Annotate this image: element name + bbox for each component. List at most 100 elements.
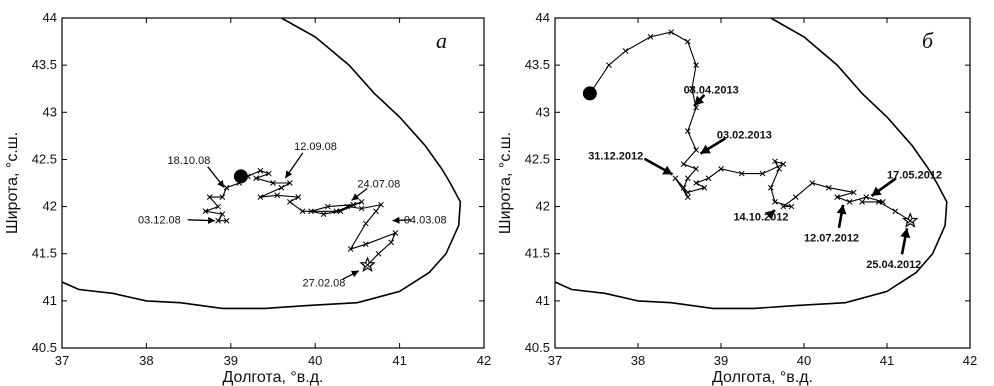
y-tick-label: 43 [43, 104, 57, 119]
trajectory-point [325, 203, 331, 210]
trajectory-point [875, 199, 882, 205]
trajectory-point [287, 180, 293, 186]
trajectory-point [772, 199, 778, 205]
trajectory-point [223, 217, 230, 224]
trajectory-point [672, 175, 679, 182]
trajectory-point [253, 175, 259, 182]
x-tick-label: 40 [797, 353, 811, 368]
trajectory-point [792, 194, 799, 200]
trajectory-point [907, 217, 914, 224]
x-tick-label: 39 [224, 353, 238, 368]
trajectory-point [270, 180, 276, 186]
trajectory-point [215, 217, 221, 224]
x-tick-label: 41 [880, 353, 894, 368]
trajectory-point [684, 38, 691, 45]
trajectory-point [344, 203, 351, 210]
x-axis-label: Долгота, °в.д. [712, 369, 813, 386]
annotation-label: 03.12.08 [138, 215, 181, 227]
y-tick-label: 43.5 [525, 57, 550, 72]
trajectory-point [223, 184, 230, 191]
x-tick-label: 40 [308, 353, 322, 368]
x-tick-label: 41 [392, 353, 406, 368]
trajectory-point [705, 175, 712, 182]
trajectory-point [834, 194, 841, 200]
end-circle-marker [582, 86, 597, 101]
annotation-arrowhead [351, 270, 359, 278]
x-tick-label: 38 [139, 353, 153, 368]
y-tick-label: 43.5 [32, 57, 57, 72]
coastline [62, 18, 462, 310]
trajectory-point [759, 170, 766, 177]
annotation-arrowhead [217, 180, 225, 188]
panel-label: а [436, 28, 447, 53]
trajectory-point [701, 184, 708, 191]
trajectory-point [219, 211, 226, 217]
chart-panel-1: 37 38 39 40 41 42 40.5 41 41.5 42 42.5 43 43.5 44 Долг… [4, 10, 491, 386]
trajectory-point [693, 147, 699, 153]
trajectory-point [693, 166, 699, 172]
annotation-arrowhead [208, 216, 216, 224]
y-tick-label: 44 [43, 10, 57, 25]
y-tick-label: 41 [536, 293, 550, 308]
plot-frame [554, 17, 971, 349]
trajectory-point [776, 166, 782, 172]
chart-panel-2: 37 38 39 40 41 42 40.5 41 41.5 42 42.5 43 43.5 44 Долг… [497, 10, 977, 386]
trajectory-point [215, 203, 221, 210]
trajectory-point [333, 208, 340, 215]
annotation-arrowhead [285, 170, 293, 179]
y-tick-label: 41 [43, 293, 57, 308]
start-star-marker [359, 256, 376, 273]
trajectory-line [589, 31, 911, 222]
trajectory-point [287, 199, 293, 205]
trajectory-point [693, 104, 699, 111]
annotation-label: 24.07.08 [357, 179, 400, 191]
trajectory-point [693, 62, 699, 68]
trajectory-point [718, 166, 724, 172]
trajectory-point [738, 170, 745, 177]
trajectory-point [689, 85, 695, 92]
annotation-arrowhead [836, 204, 847, 215]
y-tick-label: 42.5 [32, 151, 57, 166]
trajectory-point [219, 194, 226, 200]
annotation-label: 12.09.08 [294, 141, 337, 153]
trajectory-point [879, 199, 886, 205]
trajectory-point [350, 201, 357, 208]
panel-label: б [922, 28, 934, 53]
annotation-label: 03.02.2013 [717, 130, 772, 142]
x-tick-label: 38 [631, 353, 645, 368]
trajectory-point [278, 184, 285, 191]
trajectory-point [684, 128, 691, 134]
trajectory-point [364, 262, 371, 268]
y-tick-label: 43 [536, 104, 550, 119]
trajectory-point [680, 161, 687, 167]
trajectory-point [362, 241, 369, 248]
trajectory-point [892, 208, 899, 215]
y-tick-label: 41.5 [525, 246, 550, 261]
trajectory-point [622, 48, 629, 54]
trajectory-point [378, 201, 384, 208]
annotation-label: 17.05.2012 [887, 169, 942, 181]
annotation-label: 14.10.2012 [733, 212, 788, 224]
start-star-marker [901, 212, 919, 228]
x-axis-label: Долгота, °в.д. [223, 369, 324, 386]
trajectory-point [274, 192, 281, 199]
trajectory-point [680, 184, 687, 191]
x-tick-label: 39 [714, 353, 728, 368]
annotation-arrowhead [351, 193, 360, 201]
y-tick-label: 40.5 [32, 340, 57, 355]
y-axis-label: Широта, °с.ш. [4, 132, 21, 234]
trajectory-point [693, 180, 699, 186]
trajectory-point [767, 184, 774, 191]
trajectory-point [373, 208, 379, 215]
trajectory-point [257, 194, 264, 200]
trajectory-point [299, 208, 306, 215]
y-tick-label: 42 [43, 199, 57, 214]
annotation-label: 04.03.08 [404, 215, 447, 227]
x-tick-label: 37 [548, 353, 562, 368]
trajectory-point [850, 189, 857, 196]
trajectory-point [826, 184, 832, 191]
annotation-label: 25.04.2012 [866, 259, 921, 271]
trajectory-point [206, 194, 213, 200]
trajectory-point [863, 194, 870, 200]
